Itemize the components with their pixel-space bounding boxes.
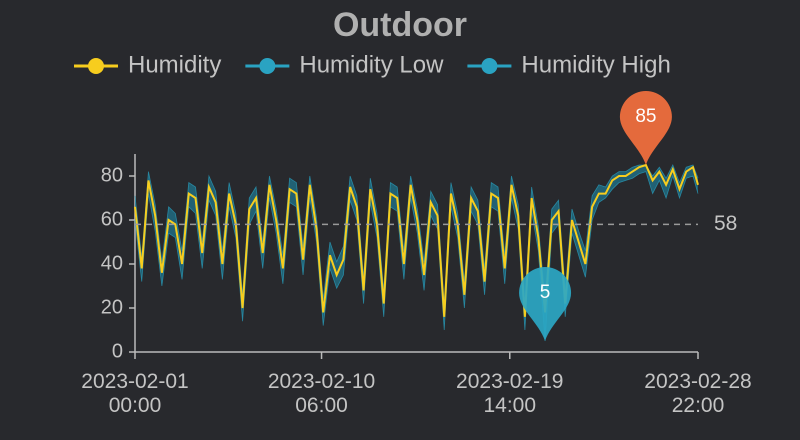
legend-label: Humidity High [521,51,670,78]
x-tick-label: 2023-02-19 14:00 [456,370,564,417]
mark-line-label: 58 [714,212,737,235]
y-tick-label: 20 [101,296,123,318]
series-line [134,171,699,342]
y-tick-label: 0 [112,340,123,362]
legend-label: Humidity Low [299,51,444,78]
y-tick-label: 60 [101,208,123,230]
x-tick-label: 2023-02-01 00:00 [81,370,189,417]
y-tick-label: 40 [101,252,123,274]
x-tick-label: 2023-02-10 06:00 [267,370,376,417]
legend-label: Humidity [128,51,221,78]
x-tick-label: 2023-02-28 22:00 [644,370,752,417]
legend-icon [88,58,104,74]
series-line [134,163,699,317]
mark-pin-label: 5 [540,282,551,303]
band-fill [135,165,698,341]
series-line [134,164,699,304]
legend-icon [259,58,276,74]
legend-icon [481,58,498,74]
chart-title: Outdoor [333,6,467,44]
y-tick-label: 80 [101,164,123,186]
mark-pin-label: 85 [635,106,656,127]
mark-pin [519,267,572,341]
mark-pin [619,91,672,165]
